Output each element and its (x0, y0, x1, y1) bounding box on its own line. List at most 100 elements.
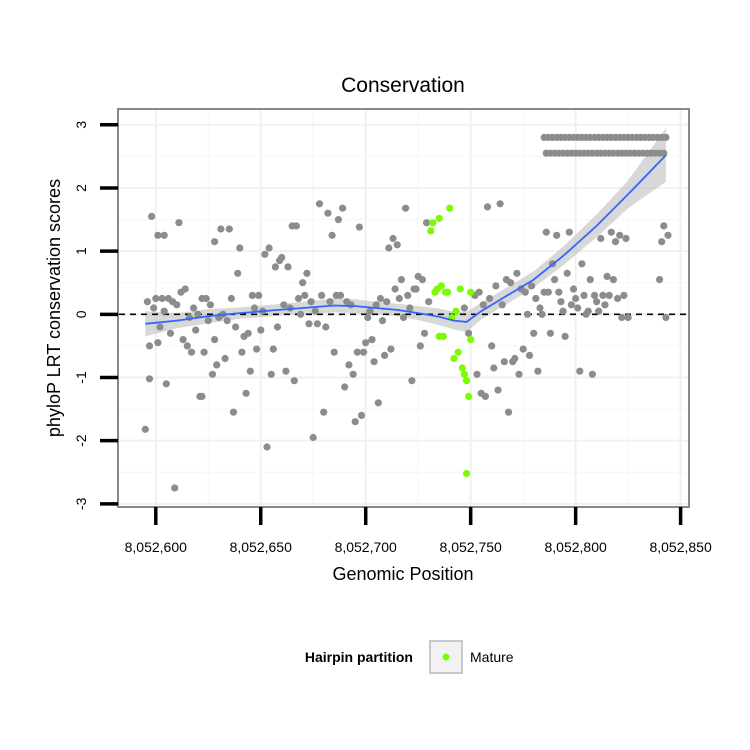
data-point (601, 301, 609, 309)
data-point (364, 313, 372, 322)
x-axis: 8,052,600 8,052,650 8,052,700 8,052,750 8,05… (125, 507, 712, 555)
data-point (475, 288, 483, 296)
data-point (345, 361, 353, 369)
data-point (479, 301, 487, 309)
data-point-mature (452, 307, 460, 315)
points-layer (141, 133, 672, 492)
data-point (213, 361, 221, 369)
data-point (584, 307, 592, 315)
data-point (211, 336, 219, 344)
data-point (372, 301, 380, 309)
data-point (173, 301, 181, 309)
data-point (292, 222, 300, 230)
data-point (232, 323, 240, 331)
data-point (490, 364, 498, 372)
data-point (326, 298, 334, 306)
data-point (399, 313, 408, 322)
data-point (234, 269, 242, 277)
data-point (622, 149, 630, 157)
data-point (307, 298, 315, 306)
data-point (225, 225, 233, 233)
data-point-mature (465, 392, 473, 400)
data-point (156, 323, 164, 331)
smooth-trend-line (145, 154, 667, 325)
data-point (202, 294, 210, 303)
data-point (175, 219, 183, 227)
data-point (542, 228, 550, 236)
data-point (387, 345, 395, 353)
data-point (561, 332, 569, 340)
data-point (160, 307, 168, 315)
data-point (318, 291, 326, 299)
data-point (586, 276, 594, 284)
data-point (271, 263, 279, 271)
data-point-mature (429, 219, 437, 227)
data-point (347, 301, 355, 309)
data-point (330, 348, 338, 356)
data-point (546, 329, 555, 337)
data-point-mature (427, 227, 435, 235)
data-point (152, 294, 160, 303)
data-point (595, 307, 603, 315)
data-point (263, 443, 271, 451)
data-point (198, 392, 206, 400)
y-tick-label: 2 (73, 184, 89, 192)
legend-key-box (429, 640, 463, 674)
data-point (265, 244, 273, 252)
data-point (393, 241, 401, 249)
data-point (160, 231, 168, 239)
data-point (227, 294, 235, 303)
data-point (553, 231, 561, 239)
data-point (504, 408, 513, 416)
data-point (395, 294, 403, 303)
data-point (397, 276, 405, 284)
data-point (162, 380, 170, 388)
data-point (500, 358, 508, 366)
y-tick-label: 1 (73, 247, 89, 255)
data-point (187, 348, 196, 356)
data-point (378, 317, 387, 325)
data-point (473, 370, 481, 378)
data-point (360, 348, 368, 356)
data-point (425, 298, 433, 306)
data-point (519, 345, 527, 353)
data-point (534, 367, 542, 375)
data-point (593, 298, 601, 306)
data-point (368, 336, 376, 344)
data-point (616, 231, 624, 239)
data-point (555, 288, 563, 296)
data-point (290, 377, 298, 385)
data-point (349, 370, 357, 378)
data-point (246, 367, 254, 375)
data-point (590, 291, 599, 299)
data-point (483, 203, 492, 211)
data-point (208, 370, 217, 378)
data-point (299, 279, 307, 287)
data-point (460, 304, 468, 312)
data-point (374, 399, 382, 407)
y-tick-label: 0 (73, 310, 89, 318)
data-point-mature (467, 336, 475, 344)
data-point (406, 304, 414, 312)
data-point (303, 269, 311, 277)
data-point (145, 375, 154, 383)
data-point (498, 301, 506, 309)
data-point (528, 282, 536, 290)
data-point (574, 304, 582, 312)
data-point (656, 276, 664, 284)
data-point (578, 260, 586, 268)
data-point (544, 288, 552, 296)
data-point (620, 291, 628, 299)
y-tick-label: -2 (73, 434, 89, 447)
data-point (154, 231, 162, 239)
data-point (324, 209, 332, 217)
data-point (336, 291, 345, 299)
x-tick-label: 8,052,650 (230, 539, 292, 555)
data-point (376, 294, 384, 303)
chart-title: Conservation (341, 74, 465, 97)
data-point-mature (462, 469, 471, 478)
data-point (530, 329, 538, 337)
data-point-mature (450, 354, 458, 363)
data-point (538, 310, 546, 318)
